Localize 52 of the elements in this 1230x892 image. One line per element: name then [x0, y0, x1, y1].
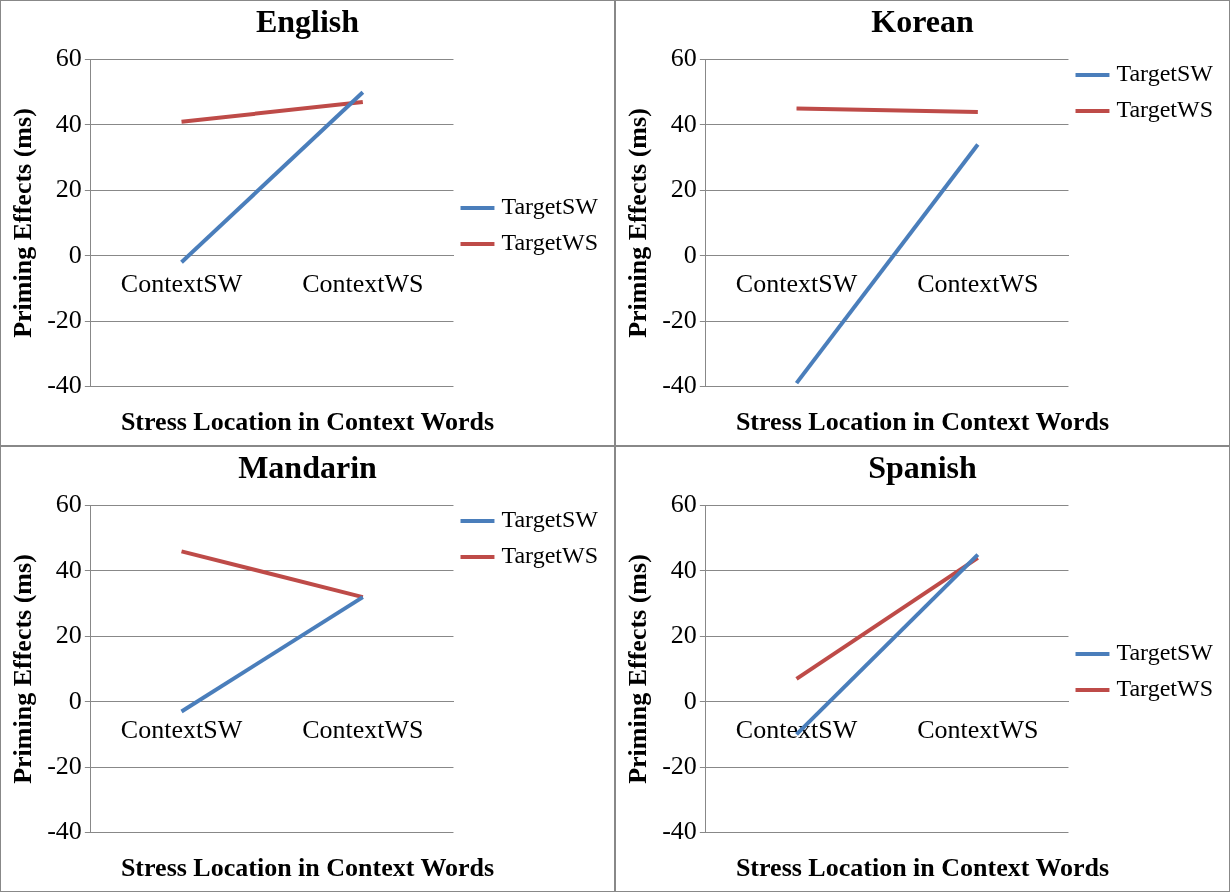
chart-title: Korean — [870, 2, 975, 41]
y-tick-label: 20 — [670, 174, 697, 204]
y-tick-label: 0 — [68, 685, 82, 715]
y-tick-label: -20 — [47, 750, 82, 780]
y-axis-title: Priming Effects (ms) — [8, 108, 38, 338]
x-tick-label: ContextWS — [302, 715, 424, 745]
y-tick-label: 0 — [683, 239, 697, 269]
legend-label: TargetSW — [501, 506, 599, 533]
legend-label: TargetSW — [1116, 639, 1214, 666]
y-tick-label: 0 — [68, 239, 82, 269]
x-tick-label: ContextWS — [917, 269, 1039, 299]
y-tick-label: 40 — [670, 108, 697, 138]
legend-label: TargetWS — [501, 229, 598, 256]
x-tick-label: ContextSW — [735, 269, 858, 299]
x-axis-title: Stress Location in Context Words — [119, 406, 496, 438]
x-tick-label: ContextSW — [120, 269, 243, 299]
y-tick-label: 60 — [670, 43, 697, 73]
y-tick-label: 60 — [55, 489, 82, 519]
y-tick-label: 20 — [55, 620, 82, 650]
y-tick-label: -20 — [47, 304, 82, 334]
legend-label: TargetWS — [1116, 675, 1213, 702]
y-tick-label: -20 — [662, 750, 697, 780]
y-axis-title: Priming Effects (ms) — [623, 108, 653, 338]
x-tick-label: ContextWS — [302, 269, 424, 299]
x-tick-label: ContextSW — [120, 715, 243, 745]
x-axis-title: Stress Location in Context Words — [734, 406, 1111, 438]
y-tick-label: 40 — [55, 108, 82, 138]
y-tick-label: -20 — [662, 304, 697, 334]
chart-title: Mandarin — [237, 448, 378, 487]
y-axis-title: Priming Effects (ms) — [8, 554, 38, 784]
x-axis-title: Stress Location in Context Words — [734, 852, 1111, 884]
y-axis-title: Priming Effects (ms) — [623, 554, 653, 784]
y-tick-label: 20 — [55, 174, 82, 204]
legend-label: TargetSW — [501, 193, 599, 220]
y-tick-label: 20 — [670, 620, 697, 650]
x-tick-label: ContextSW — [735, 715, 858, 745]
x-axis-title: Stress Location in Context Words — [119, 852, 496, 884]
legend-label: TargetWS — [1116, 96, 1213, 123]
legend-label: TargetWS — [501, 542, 598, 569]
chart-title: Spanish — [867, 448, 978, 487]
y-tick-label: 40 — [55, 554, 82, 584]
x-tick-label: ContextWS — [917, 715, 1039, 745]
y-tick-label: -40 — [47, 370, 82, 400]
legend-label: TargetSW — [1116, 60, 1214, 87]
y-tick-label: 60 — [670, 489, 697, 519]
y-tick-label: -40 — [47, 816, 82, 846]
y-tick-label: 60 — [55, 43, 82, 73]
y-tick-label: 40 — [670, 554, 697, 584]
y-tick-label: -40 — [662, 370, 697, 400]
y-tick-label: 0 — [683, 685, 697, 715]
y-tick-label: -40 — [662, 816, 697, 846]
chart-title: English — [254, 2, 361, 41]
